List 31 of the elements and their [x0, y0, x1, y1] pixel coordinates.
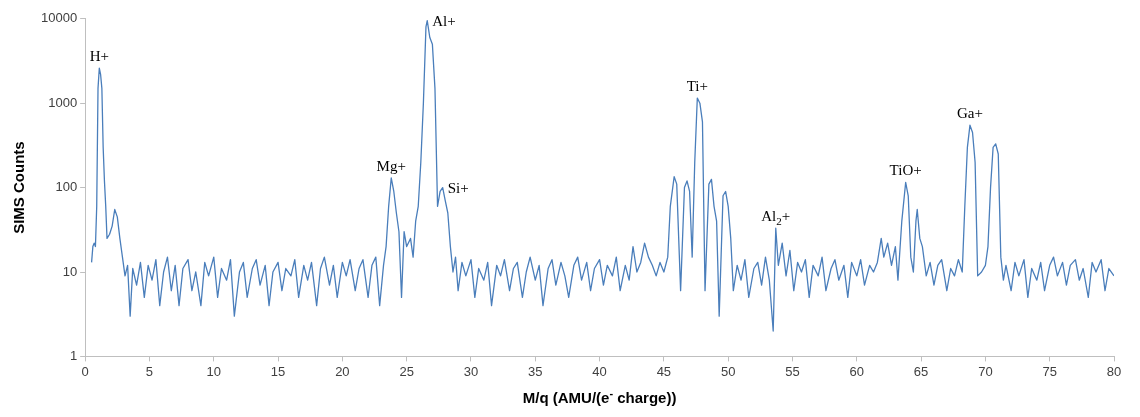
x-tick-label: 75: [1042, 363, 1057, 379]
x-tick-label: 35: [528, 363, 543, 379]
y-tick-label: 10: [62, 263, 78, 279]
x-tick-label: 45: [656, 363, 672, 379]
x-tick-label: 0: [81, 363, 89, 379]
x-tick-label: 70: [978, 363, 993, 379]
annotation: Ga+: [956, 105, 983, 122]
x-tick-label: 40: [592, 363, 607, 379]
annotation: Si+: [447, 179, 469, 196]
y-tick-label: 10000: [40, 10, 78, 26]
x-tick-label: 20: [335, 363, 350, 379]
x-tick-label: 60: [849, 363, 865, 379]
y-tick-label: 1000: [48, 94, 78, 110]
annotation: Ti+: [686, 78, 708, 95]
annotation: Mg+: [376, 157, 406, 174]
x-tick-label: 50: [720, 363, 736, 379]
x-tick-label: 80: [1106, 363, 1122, 379]
x-tick-label: 25: [399, 363, 414, 379]
y-axis-title: SIMS Counts: [10, 141, 27, 234]
x-tick-label: 15: [270, 363, 286, 379]
x-axis-title: M/q (AMU/(e- charge)): [522, 387, 677, 406]
annotation: H+: [89, 48, 109, 65]
y-tick-label: 1: [69, 347, 78, 363]
x-tick-label: 5: [145, 363, 154, 379]
annotation: Al+: [432, 12, 456, 29]
x-tick-label: 65: [913, 363, 929, 379]
x-tick-label: 30: [463, 363, 479, 379]
x-tick-label: 55: [785, 363, 800, 379]
y-tick-label: 100: [55, 179, 78, 195]
annotation: TiO+: [889, 162, 922, 179]
x-tick-label: 10: [206, 363, 221, 379]
